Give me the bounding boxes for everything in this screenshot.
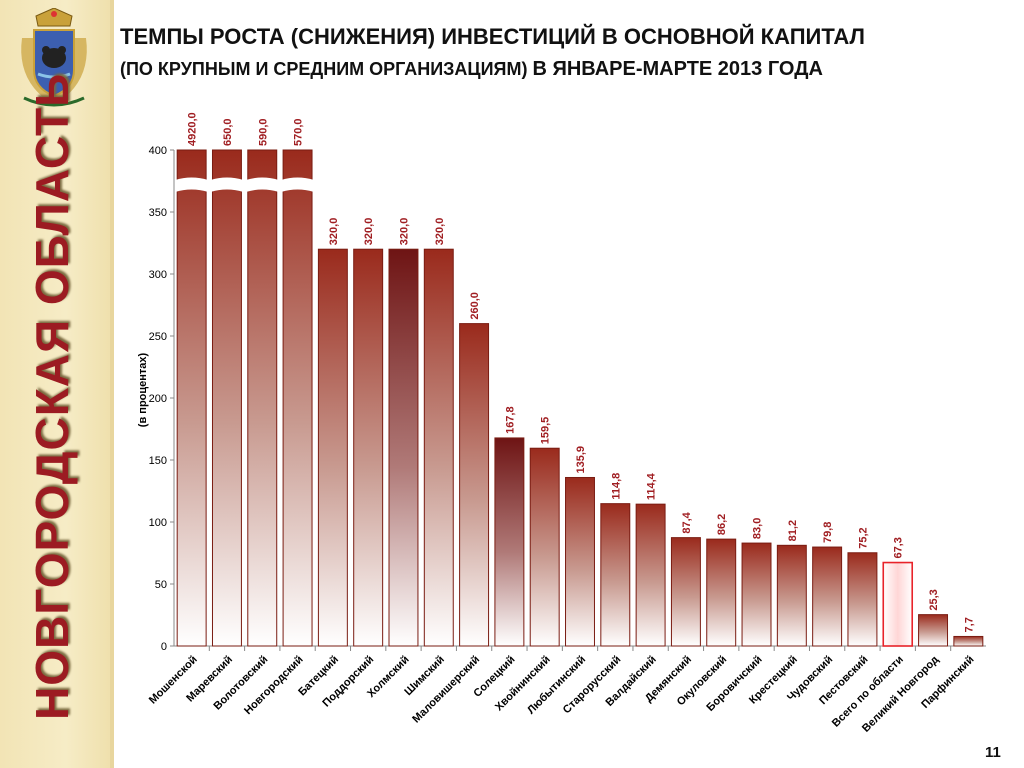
bar-11: [529, 447, 560, 647]
value-label-23: 7,7: [963, 617, 975, 632]
bar-4: [282, 149, 313, 647]
investment-growth-chart: 0 50 100 150 200 250 300 350 400 4920,0 650,0 590,…: [137, 112, 986, 735]
value-label-19: 79,8: [822, 522, 834, 543]
bar-8: [423, 248, 454, 647]
y-tick-label: 150: [149, 455, 167, 467]
page-number: 11: [985, 744, 1001, 761]
axis-break-mark: [281, 177, 315, 192]
bar-3: [247, 149, 278, 647]
category-label-9: Маловишерский: [410, 654, 482, 726]
axis-break-mark: [175, 177, 209, 192]
bar-14: [635, 503, 666, 647]
axis-break-mark: [245, 177, 279, 192]
value-label-17: 83,0: [752, 518, 764, 539]
value-label-16: 86,2: [716, 514, 728, 535]
y-axis-label: (в процентах): [137, 352, 149, 427]
y-tick-label: 250: [149, 331, 167, 343]
bar-23: [953, 635, 984, 647]
bar-5: [317, 248, 348, 647]
y-tick-label: 200: [149, 393, 167, 405]
value-label-11: 159,5: [540, 417, 552, 445]
bar-15: [670, 537, 701, 647]
value-label-2: 650,0: [222, 118, 234, 146]
value-label-10: 167,8: [504, 406, 516, 434]
bar-13: [600, 503, 631, 647]
subtitle-part-a: (ПО КРУПНЫМ И СРЕДНИМ ОРГАНИЗАЦИЯМ): [120, 59, 528, 79]
region-title: НОВГОРОДСКАЯ ОБЛАСТЬ: [26, 72, 78, 720]
value-label-15: 87,4: [681, 511, 693, 533]
page-subtitle: (ПО КРУПНЫМ И СРЕДНИМ ОРГАНИЗАЦИЯМ) В ЯН…: [120, 58, 823, 81]
value-label-22: 25,3: [928, 589, 940, 610]
bar-9: [459, 323, 490, 647]
sidebar: НОВГОРОДСКАЯ ОБЛАСТЬ: [0, 0, 110, 768]
value-label-8: 320,0: [434, 218, 446, 246]
subtitle-part-b: В ЯНВАРЕ-МАРТЕ 2013 ГОДА: [532, 58, 823, 80]
bar-2: [211, 149, 242, 647]
bar-6: [353, 248, 384, 647]
bar-12: [565, 476, 595, 647]
value-label-3: 590,0: [257, 118, 269, 146]
bar-17: [741, 542, 772, 647]
value-label-14: 114,4: [646, 472, 658, 500]
axis-break-mark: [210, 177, 244, 192]
data-labels: 4920,0 650,0 590,0 570,0 320,0 320,0 320,0 320,…: [187, 112, 976, 632]
value-label-12: 135,9: [575, 446, 587, 474]
value-label-21: 67,3: [893, 537, 905, 558]
y-tick-label: 350: [149, 207, 167, 219]
value-label-1: 4920,0: [187, 112, 199, 146]
y-tick-label: 400: [149, 145, 167, 157]
y-tick-label: 100: [149, 517, 167, 529]
bars: [175, 149, 984, 647]
bar-21: [882, 561, 914, 647]
coat-of-arms-icon: [21, 8, 87, 107]
y-tick-label: 300: [149, 269, 167, 281]
y-tick-label: 50: [155, 579, 167, 591]
sidebar-divider: [110, 0, 114, 768]
category-labels: МошенскойМаревскийВолотовскийНовгородски…: [147, 654, 977, 735]
bar-22: [918, 614, 949, 647]
value-label-5: 320,0: [328, 218, 340, 246]
bar-20: [847, 552, 878, 647]
bar-19: [812, 546, 843, 647]
value-label-9: 260,0: [469, 292, 481, 320]
bar-10: [494, 437, 525, 647]
page-title: ТЕМПЫ РОСТА (СНИЖЕНИЯ) ИНВЕСТИЦИЙ В ОСНО…: [120, 24, 865, 49]
bar-18: [776, 544, 807, 647]
y-tick-label: 0: [161, 641, 167, 653]
bar-7: [388, 248, 419, 647]
value-label-7: 320,0: [398, 218, 410, 246]
value-label-4: 570,0: [293, 118, 305, 146]
value-label-18: 81,2: [787, 520, 799, 541]
value-label-13: 114,8: [610, 473, 622, 500]
bar-16: [706, 538, 737, 647]
value-label-6: 320,0: [363, 218, 375, 246]
value-label-20: 75,2: [857, 527, 869, 548]
bar-1: [176, 149, 207, 647]
